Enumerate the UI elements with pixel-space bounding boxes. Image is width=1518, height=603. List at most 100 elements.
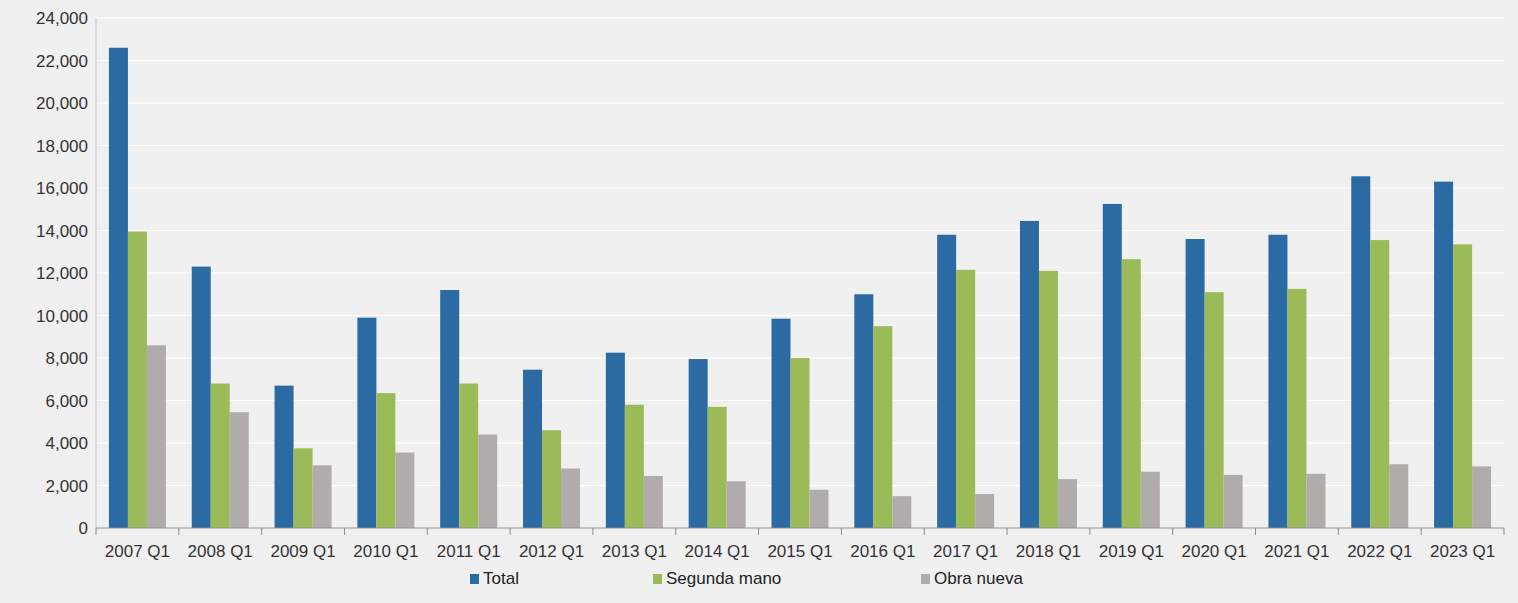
x-tick: [1504, 528, 1505, 535]
legend-swatch: [921, 574, 930, 584]
x-tick: [924, 528, 925, 535]
bar: [1058, 479, 1077, 528]
bar: [956, 270, 975, 528]
x-tick-label: 2011 Q1: [437, 542, 501, 561]
grid-line: [96, 230, 1504, 231]
bar: [357, 318, 376, 528]
bar: [1039, 271, 1058, 528]
bar: [1103, 204, 1122, 528]
bar: [937, 235, 956, 528]
x-tick: [427, 528, 428, 535]
background: [0, 0, 1518, 603]
bar: [975, 494, 994, 528]
bar: [727, 481, 746, 528]
x-tick-label: 2020 Q1: [1182, 542, 1247, 561]
bar: [376, 393, 395, 528]
y-tick-label: 24,000: [36, 9, 88, 28]
y-tick-label: 2,000: [45, 477, 88, 496]
y-tick-label: 12,000: [36, 264, 88, 283]
grid-line: [96, 102, 1504, 103]
bar: [1141, 472, 1160, 528]
bar: [1389, 464, 1408, 528]
y-tick-label: 0: [79, 519, 88, 538]
legend-swatch: [653, 574, 662, 584]
y-tick-label: 14,000: [36, 222, 88, 241]
x-tick: [841, 528, 842, 535]
y-tick-label: 6,000: [45, 392, 88, 411]
bar: [128, 232, 147, 528]
x-tick: [1007, 528, 1008, 535]
bar: [1351, 176, 1370, 528]
y-tick-label: 20,000: [36, 94, 88, 113]
bar: [854, 294, 873, 528]
bar: [1020, 221, 1039, 528]
bar: [313, 465, 332, 528]
chart: 02,0004,0006,0008,00010,00012,00014,0001…: [0, 0, 1518, 603]
y-tick-label: 18,000: [36, 137, 88, 156]
y-tick-label: 8,000: [45, 349, 88, 368]
x-tick: [1421, 528, 1422, 535]
x-tick: [261, 528, 262, 535]
x-tick-label: 2008 Q1: [188, 542, 253, 561]
x-tick-label: 2009 Q1: [270, 542, 335, 561]
bar: [542, 430, 561, 528]
grid-line: [96, 145, 1504, 146]
bar: [109, 48, 128, 528]
bar: [395, 453, 414, 528]
legend-label: Segunda mano: [666, 569, 781, 588]
grid-line: [96, 527, 1504, 528]
x-tick-label: 2014 Q1: [685, 542, 750, 561]
bar: [892, 496, 911, 528]
bar: [1287, 289, 1306, 528]
bar: [810, 490, 829, 528]
bar: [708, 407, 727, 528]
x-tick: [758, 528, 759, 535]
bar: [1453, 244, 1472, 528]
bar: [1186, 239, 1205, 528]
x-tick-label: 2007 Q1: [105, 542, 170, 561]
x-tick: [592, 528, 593, 535]
x-tick: [1089, 528, 1090, 535]
x-tick-label: 2019 Q1: [1099, 542, 1164, 561]
bar: [211, 384, 230, 529]
bar: [275, 386, 294, 528]
bar: [230, 412, 249, 528]
bar: [873, 326, 892, 528]
bars: [109, 48, 1491, 528]
bar: [644, 476, 663, 528]
bar: [1268, 235, 1287, 528]
x-tick-label: 2023 Q1: [1430, 542, 1495, 561]
y-tick-label: 16,000: [36, 179, 88, 198]
bar: [625, 405, 644, 528]
y-tick-label: 10,000: [36, 307, 88, 326]
bar: [523, 370, 542, 528]
x-tick-label: 2018 Q1: [1016, 542, 1081, 561]
grid-line: [96, 60, 1504, 61]
x-tick-label: 2021 Q1: [1264, 542, 1329, 561]
x-tick: [96, 528, 97, 535]
x-tick-label: 2016 Q1: [850, 542, 915, 561]
grid-line: [96, 17, 1504, 18]
bar: [459, 384, 478, 529]
x-tick: [1172, 528, 1173, 535]
x-tick: [178, 528, 179, 535]
x-tick: [675, 528, 676, 535]
legend-swatch: [470, 574, 479, 584]
x-tick: [1338, 528, 1339, 535]
bar: [440, 290, 459, 528]
bar: [772, 319, 791, 528]
bar: [689, 359, 708, 528]
grid-line: [96, 187, 1504, 188]
x-tick-label: 2010 Q1: [353, 542, 418, 561]
x-tick-label: 2012 Q1: [519, 542, 584, 561]
bar: [147, 345, 166, 528]
bar: [1472, 466, 1491, 528]
x-tick-label: 2017 Q1: [933, 542, 998, 561]
bar: [1434, 182, 1453, 528]
legend-label: Total: [483, 569, 519, 588]
bar: [294, 448, 313, 528]
bar: [606, 353, 625, 528]
bar: [478, 435, 497, 529]
x-tick: [1255, 528, 1256, 535]
bar: [1122, 259, 1141, 528]
